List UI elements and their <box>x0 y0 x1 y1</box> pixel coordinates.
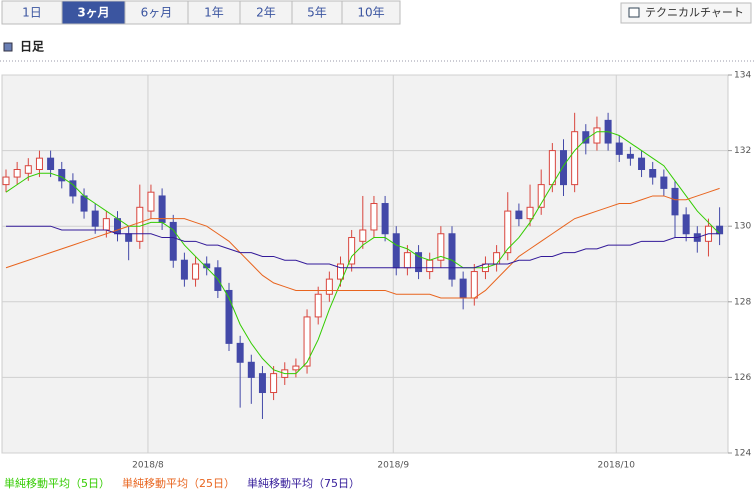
candle-body <box>638 157 646 171</box>
tab[interactable] <box>341 0 401 25</box>
candle-body <box>660 176 668 189</box>
ma-line <box>6 225 720 269</box>
candle-body <box>415 252 423 273</box>
y-tick-label: 132 <box>734 146 751 156</box>
candle-body <box>560 150 567 186</box>
candle-body <box>392 233 400 269</box>
y-tick-label: 128 <box>734 297 751 307</box>
button-frame[interactable] <box>620 2 752 24</box>
candle-body <box>192 263 200 280</box>
candle-body <box>370 203 378 231</box>
candle-body <box>147 191 155 212</box>
candle-body <box>626 153 634 159</box>
plot-area <box>1 74 729 454</box>
tab-label[interactable]: 3ヶ月 <box>77 6 109 20</box>
candle-body <box>537 184 545 208</box>
candle-body <box>426 259 434 273</box>
candle-body <box>437 233 445 261</box>
candle-body <box>91 210 99 227</box>
heading-icon <box>3 42 13 52</box>
candle-body <box>2 176 10 186</box>
tab-label[interactable]: 2年 <box>256 6 276 20</box>
candle-body <box>325 278 333 295</box>
candle-body <box>448 233 456 280</box>
button-label[interactable]: テクニカルチャート <box>645 6 744 19</box>
candle-body <box>649 169 657 178</box>
button-icon <box>628 7 640 18</box>
candle-body <box>247 361 255 378</box>
candle-body <box>548 150 556 186</box>
candle-body <box>114 218 121 235</box>
legend-entry: 単純移動平均（25日） <box>122 476 235 490</box>
x-tick-label: 2018/10 <box>598 461 636 471</box>
candle-body <box>180 259 188 280</box>
candle-body <box>292 365 300 371</box>
candle-body <box>47 157 55 171</box>
candle-body <box>225 289 233 344</box>
x-tick-label: 2018/8 <box>132 461 164 471</box>
candle-body <box>236 342 244 363</box>
candle-body <box>671 187 679 216</box>
candle-body <box>169 221 177 261</box>
candle-body <box>24 165 32 174</box>
candle-body <box>493 252 501 265</box>
tab-label[interactable]: 10年 <box>357 6 384 20</box>
candle-body <box>314 293 322 318</box>
candle-body <box>102 218 110 231</box>
tab-label[interactable]: 6ヶ月 <box>141 6 173 20</box>
candle-body <box>125 233 133 242</box>
candle-body <box>716 225 724 235</box>
candle-body <box>515 210 523 220</box>
candle-body <box>348 237 356 265</box>
candle-body <box>337 263 344 280</box>
tab-label[interactable]: 5年 <box>307 6 327 20</box>
candle-body <box>35 157 43 171</box>
candle-body <box>258 373 266 394</box>
candle-body <box>504 210 512 254</box>
y-tick-label: 134 <box>734 71 751 81</box>
y-tick-label: 130 <box>734 222 751 232</box>
candle-body <box>69 180 77 197</box>
candle-body <box>459 278 467 299</box>
candle-body <box>403 252 411 269</box>
candle-body <box>526 206 534 220</box>
y-tick-label: 124 <box>734 449 751 459</box>
candle-body <box>381 203 389 235</box>
candle-body <box>80 195 88 212</box>
button[interactable]: テクニカルチャート <box>620 2 752 24</box>
candle-body <box>58 169 66 182</box>
candle-body <box>571 131 579 186</box>
x-tick-label: 2018/9 <box>377 461 409 471</box>
tab-label[interactable]: 1日 <box>22 6 42 20</box>
candle-body <box>303 316 311 367</box>
ma-line <box>5 187 720 299</box>
candle-body <box>682 214 690 235</box>
legend-entry: 単純移動平均（75日） <box>247 476 360 490</box>
candle-body <box>615 142 623 155</box>
candle-body <box>359 229 367 242</box>
candle-body <box>13 169 21 178</box>
candle-body <box>136 206 144 242</box>
ma-line <box>5 131 720 375</box>
legend-entry: 単純移動平均（5日） <box>4 476 110 490</box>
candle-body <box>270 373 278 394</box>
candle-body <box>470 271 478 299</box>
tab-label[interactable]: 1年 <box>204 6 224 20</box>
y-tick-label: 126 <box>734 373 751 383</box>
heading: 日足 <box>20 40 44 54</box>
candle-body <box>593 127 601 144</box>
